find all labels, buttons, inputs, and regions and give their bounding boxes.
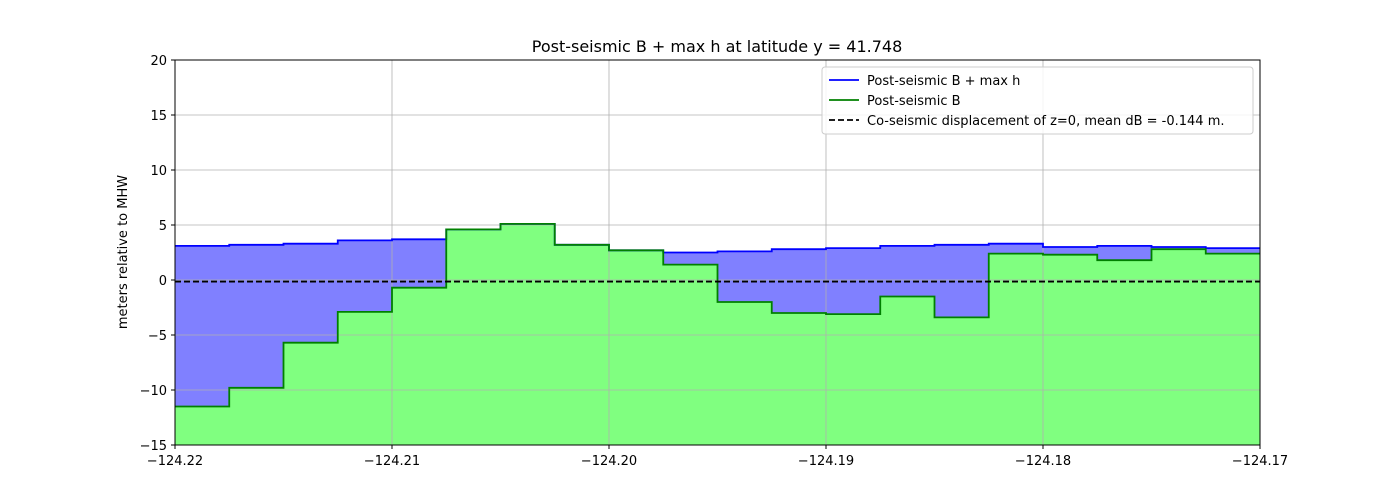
x-tick-label: −124.19 — [798, 454, 854, 469]
legend-label: Co-seismic displacement of z=0, mean dB … — [867, 114, 1225, 129]
x-tick-label: −124.18 — [1015, 454, 1071, 469]
legend-box — [821, 66, 1254, 135]
plot-frame — [174, 59, 1261, 446]
series-lines — [175, 222, 1260, 408]
x-tick-label: −124.21 — [364, 454, 420, 469]
x-tick-label: −124.20 — [581, 454, 637, 469]
x-tick-label: −124.17 — [1232, 454, 1288, 469]
legend: Post-seismic B + max h Post-seismic B Co-s… — [821, 66, 1254, 135]
y-tick-label: −10 — [140, 384, 167, 399]
y-tick-label: −5 — [148, 329, 167, 344]
legend-label: Post-seismic B — [867, 94, 961, 109]
y-tick-label: −15 — [140, 439, 167, 454]
line-b-plus-max-h — [175, 222, 1260, 254]
axis-ticks: −124.22 −124.21 −124.20 −124.19 −124.18 −124.… — [140, 54, 1289, 469]
x-tick-label: −124.22 — [147, 454, 203, 469]
line-post-seismic-b — [175, 222, 1260, 408]
y-tick-label: 20 — [150, 54, 167, 69]
y-tick-label: 5 — [159, 219, 167, 234]
y-axis-label: meters relative to MHW — [116, 175, 131, 329]
y-tick-label: 10 — [150, 164, 167, 179]
y-tick-label: 0 — [159, 274, 167, 289]
y-tick-label: 15 — [150, 109, 167, 124]
legend-label: Post-seismic B + max h — [867, 74, 1020, 89]
chart-title: Post-seismic B + max h at latitude y = 4… — [532, 37, 903, 56]
